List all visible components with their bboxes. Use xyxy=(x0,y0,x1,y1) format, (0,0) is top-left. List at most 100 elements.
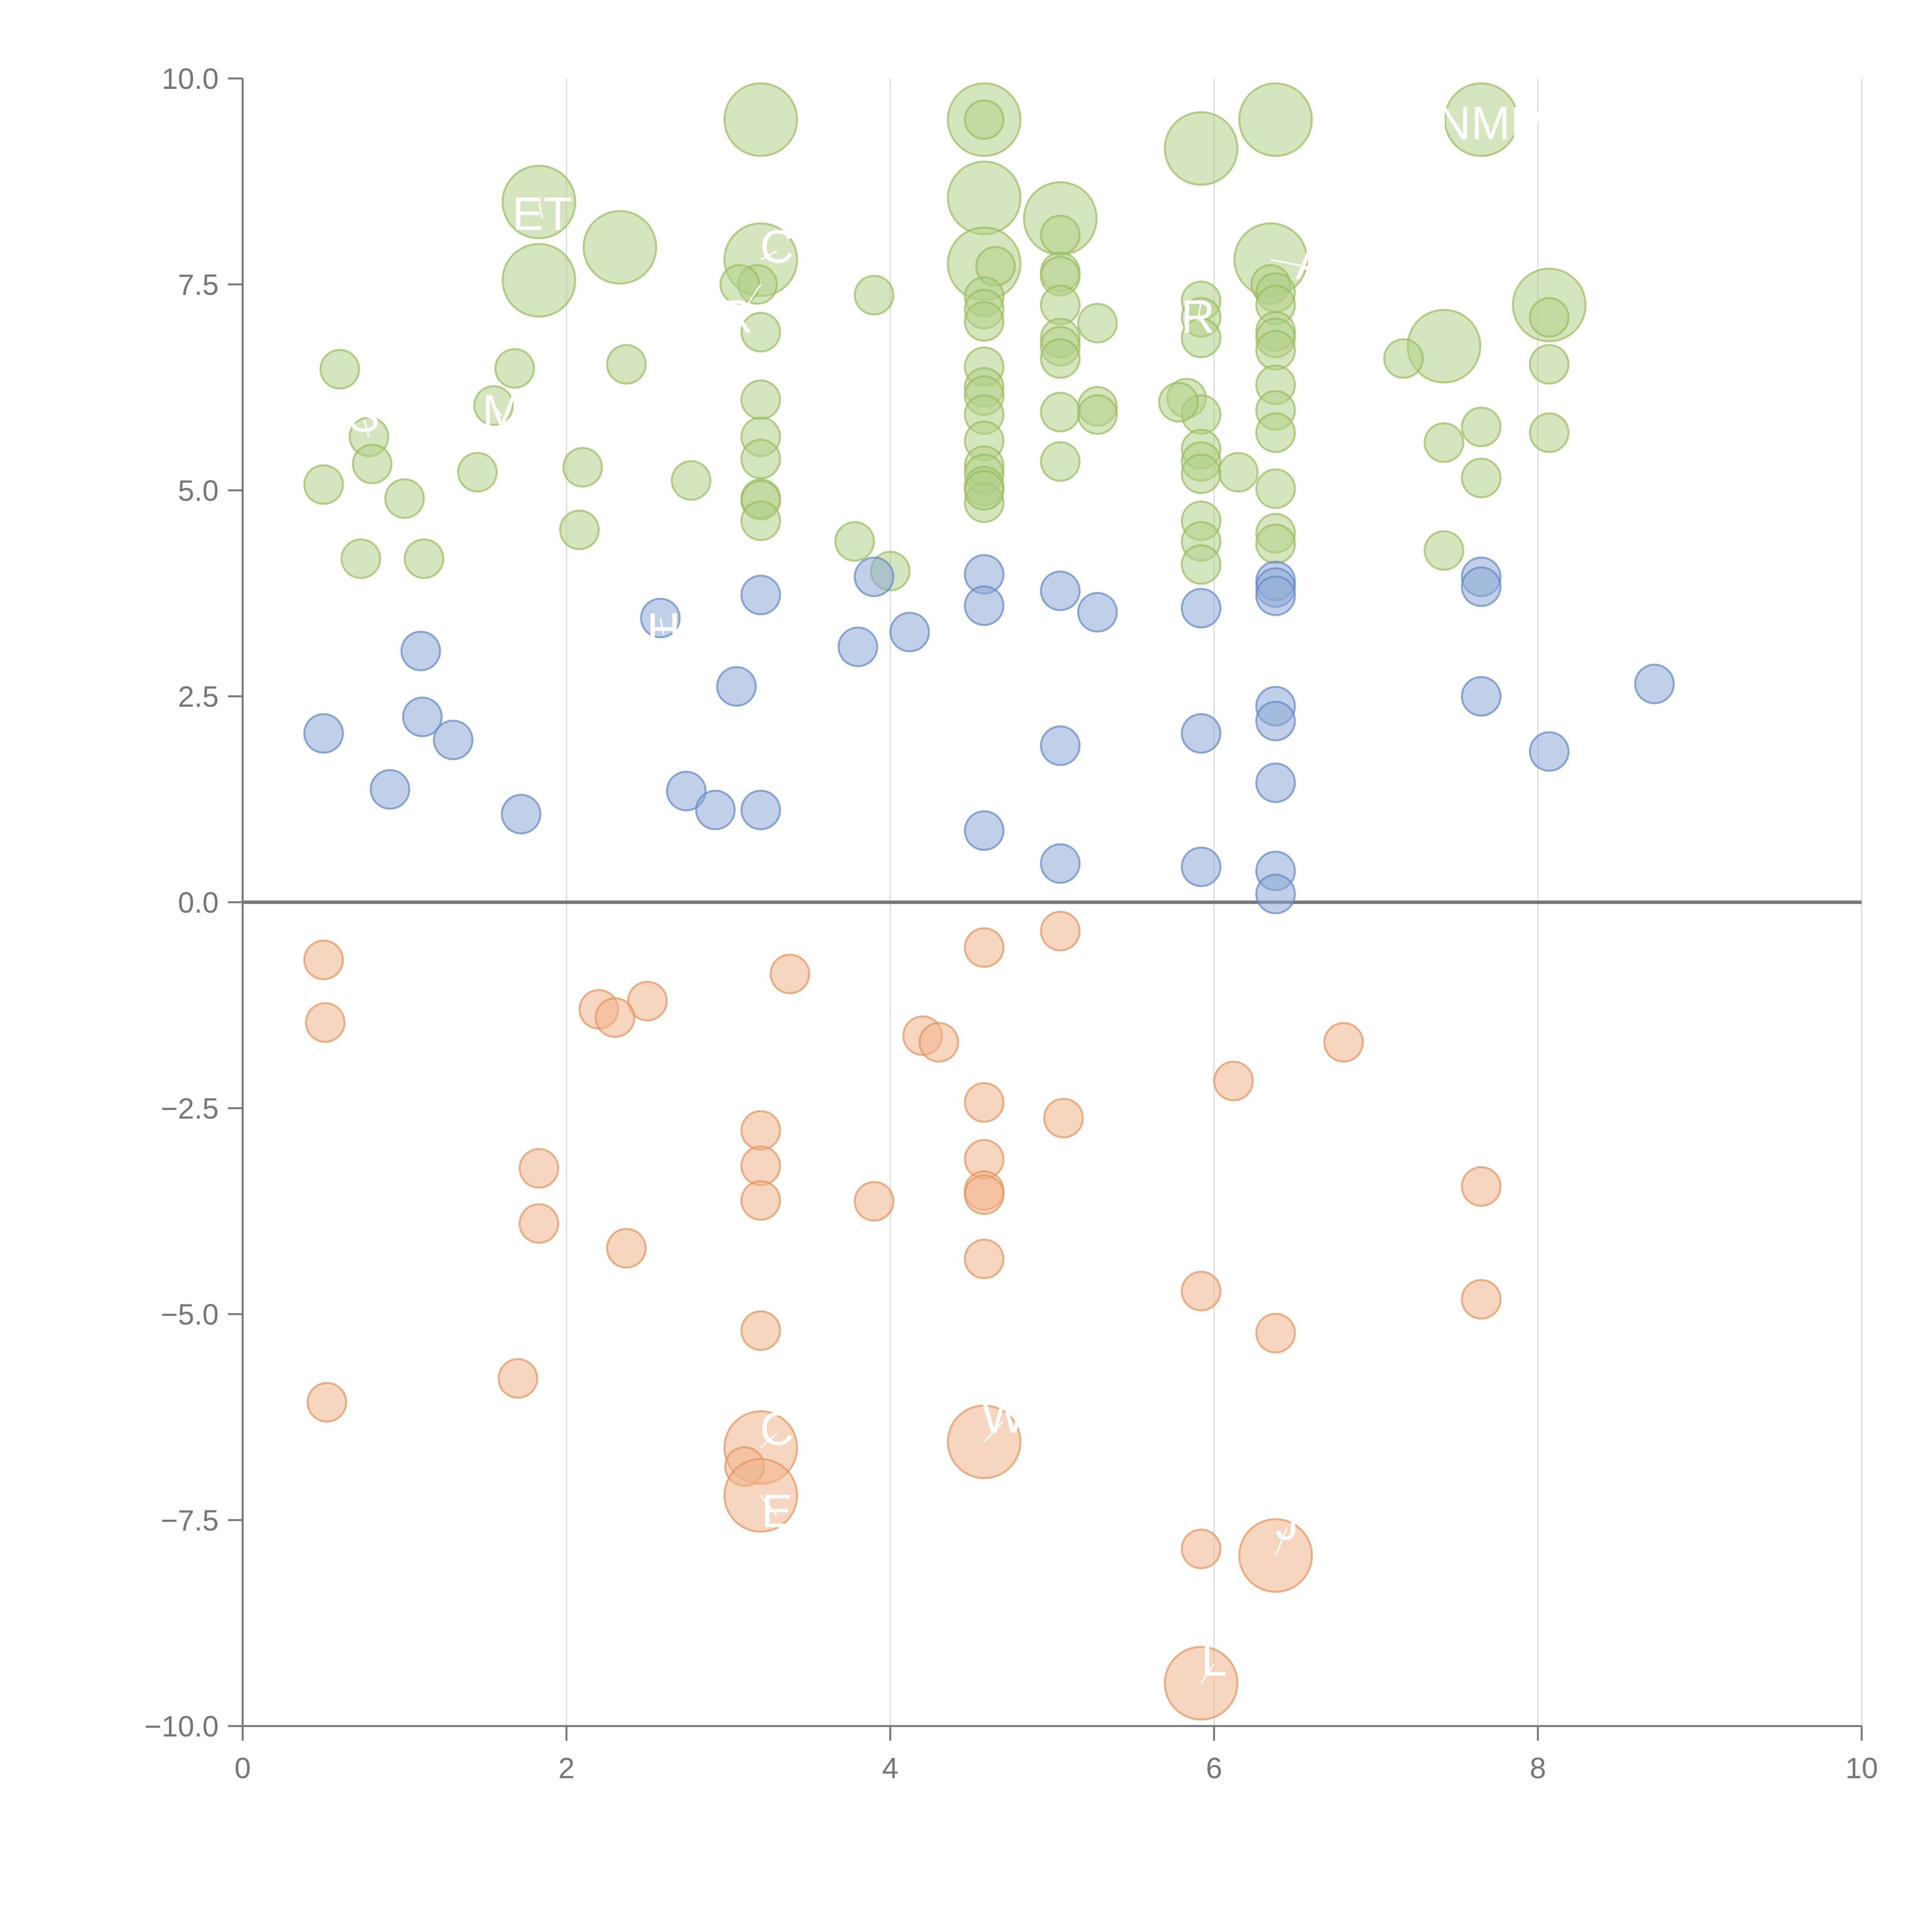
green-point xyxy=(606,344,647,385)
green-point xyxy=(1040,214,1081,255)
green-point xyxy=(494,348,535,389)
x-tick-label: 8 xyxy=(1530,1752,1546,1785)
blue-point xyxy=(1040,843,1081,884)
point-label: L xyxy=(1201,1633,1227,1685)
green-point xyxy=(947,160,1022,235)
green-point xyxy=(457,452,498,493)
blue-point xyxy=(716,666,757,707)
y-tick-label: −10.0 xyxy=(145,1710,219,1743)
blue-point xyxy=(400,631,441,672)
green-point xyxy=(671,460,712,501)
blue-point xyxy=(369,769,410,810)
y-tick-label: 7.5 xyxy=(178,269,219,301)
orange-point xyxy=(918,1022,959,1063)
orange-point xyxy=(964,1174,1005,1215)
orange-point xyxy=(606,1228,647,1269)
green-point xyxy=(1529,297,1570,338)
blue-point xyxy=(1180,846,1221,887)
blue-point xyxy=(1040,725,1081,766)
orange-point xyxy=(964,1238,1005,1279)
orange-point xyxy=(964,927,1005,968)
green-point xyxy=(1238,82,1313,157)
orange-point xyxy=(1461,1166,1502,1207)
orange-point xyxy=(1043,1098,1084,1139)
y-ticks: 10.0 7.5 5.0 2.5 0.0 −2.5 −5.0 −7.5 −10.0 xyxy=(145,63,243,1743)
blue-point xyxy=(303,713,344,754)
green-point xyxy=(740,439,781,480)
orange-point xyxy=(1461,1279,1502,1320)
orange-point xyxy=(305,1002,346,1043)
point-label: E xyxy=(761,1485,793,1537)
blue-point xyxy=(1180,713,1221,754)
green-point xyxy=(1383,338,1424,379)
green-point xyxy=(964,99,1005,140)
green-point xyxy=(1529,344,1570,385)
x-tick-label: 10 xyxy=(1845,1752,1878,1785)
blue-point xyxy=(854,556,895,597)
green-point xyxy=(562,447,603,488)
y-tick-label: 0.0 xyxy=(178,886,219,919)
orange-point xyxy=(740,1145,781,1186)
green-point xyxy=(340,538,381,579)
blue-point xyxy=(1255,575,1296,616)
annotation-leader xyxy=(760,1495,778,1516)
data-points xyxy=(303,82,1675,1721)
green-point xyxy=(1423,530,1464,571)
orange-point xyxy=(740,1310,781,1351)
point-label: C xyxy=(760,220,794,273)
green-point xyxy=(1180,318,1221,359)
blue-point xyxy=(666,770,707,811)
green-point xyxy=(723,82,798,157)
orange-point xyxy=(740,1110,781,1151)
annotation-leader xyxy=(1480,119,1490,128)
green-point xyxy=(352,444,393,485)
y-tick-label: −7.5 xyxy=(161,1504,219,1537)
blue-point xyxy=(740,575,781,616)
blue-point xyxy=(1634,663,1675,704)
green-point xyxy=(964,470,1005,511)
x-tick-label: 0 xyxy=(235,1752,251,1785)
orange-point xyxy=(303,939,344,980)
blue-point xyxy=(740,789,781,830)
blue-point xyxy=(1255,701,1296,742)
green-point xyxy=(1461,406,1502,447)
orange-point xyxy=(1213,1061,1254,1102)
green-point xyxy=(1158,382,1199,423)
green-point xyxy=(319,349,360,390)
blue-point xyxy=(1461,566,1502,607)
annotation-leader xyxy=(1275,1527,1288,1556)
blue-point xyxy=(1180,588,1221,629)
blue-point xyxy=(402,696,443,737)
green-point xyxy=(740,312,781,353)
orange-point xyxy=(854,1181,895,1222)
orange-point xyxy=(1180,1529,1221,1570)
green-point xyxy=(502,243,577,318)
point-label: NMP xyxy=(1437,97,1542,149)
point-label: S xyxy=(349,389,380,442)
annotation-leader xyxy=(363,420,370,437)
point-label: M xyxy=(482,385,522,437)
orange-point xyxy=(519,1203,560,1244)
y-tick-label: −5.0 xyxy=(161,1298,219,1331)
green-point xyxy=(1040,391,1081,432)
point-label: ET xyxy=(512,187,572,240)
green-point xyxy=(719,264,760,305)
orange-point xyxy=(1323,1022,1364,1063)
orange-point xyxy=(964,1082,1005,1123)
orange-point xyxy=(497,1358,538,1399)
green-point xyxy=(1040,338,1081,379)
blue-point xyxy=(889,612,930,653)
orange-point xyxy=(769,953,810,994)
green-point xyxy=(1180,453,1221,494)
orange-point xyxy=(1180,1270,1221,1311)
blue-point xyxy=(1077,592,1118,633)
green-point xyxy=(834,521,875,562)
blue-point xyxy=(1255,874,1296,915)
annotation-leader xyxy=(983,1420,1004,1442)
blue-point xyxy=(1461,676,1502,717)
green-point xyxy=(582,210,657,285)
green-point xyxy=(740,379,781,420)
annotation-leader xyxy=(538,202,543,219)
